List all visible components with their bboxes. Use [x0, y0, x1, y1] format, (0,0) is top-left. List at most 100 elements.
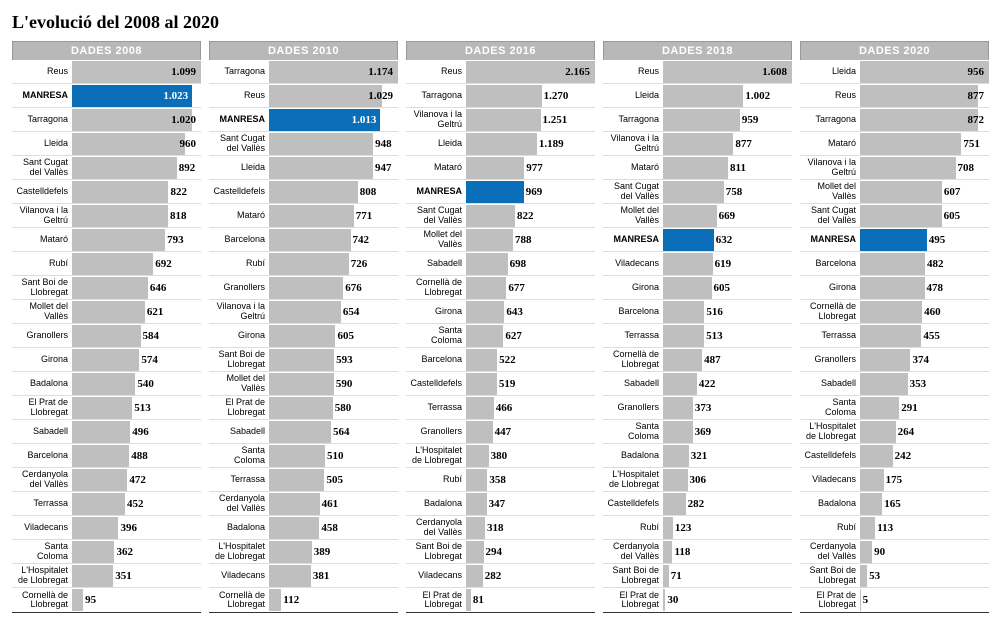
- bar-area: 742: [269, 229, 398, 251]
- row-value: 892: [177, 162, 182, 174]
- bar-row: Vilanova i la Geltrú818: [12, 204, 201, 228]
- row-label: Cornellà de Llobregat: [12, 591, 72, 610]
- bar-area: 353: [860, 373, 989, 395]
- bar-row: Girona643: [406, 300, 595, 324]
- bar-area: 646: [72, 277, 201, 299]
- bar-row: Viladecans 396: [12, 516, 201, 540]
- bar-area: 53: [860, 565, 989, 587]
- bar-row: Mataró 811: [603, 156, 792, 180]
- row-value: 1.013: [350, 114, 381, 126]
- bar-area: 396: [72, 517, 201, 539]
- row-value: 396: [118, 522, 137, 534]
- bar: [72, 469, 127, 491]
- row-value: 369: [693, 426, 712, 438]
- bar-area: 590: [269, 373, 398, 395]
- bar: [466, 301, 504, 323]
- row-value: 294: [484, 546, 503, 558]
- row-label: Mataró: [603, 163, 663, 172]
- row-value: 605: [712, 282, 731, 294]
- bar-row: Sabadell422: [603, 372, 792, 396]
- row-value: 321: [689, 450, 708, 462]
- row-value: 969: [524, 186, 543, 198]
- row-label: El Prat de Llobregat: [800, 591, 860, 610]
- column-header: DADES 2008: [12, 41, 201, 60]
- row-value: 698: [508, 258, 527, 270]
- bar-row: El Prat de Llobregat30: [603, 588, 792, 612]
- bar-row: Barcelona522: [406, 348, 595, 372]
- bar: [860, 469, 884, 491]
- bar: [72, 349, 139, 371]
- row-value: 758: [724, 186, 743, 198]
- bar-row: Sant Cugat del Vallès758: [603, 180, 792, 204]
- row-label: L'Hospitalet de Llobregat: [800, 422, 860, 441]
- bar: [663, 493, 686, 515]
- row-value: 877: [966, 90, 988, 102]
- row-value: 513: [132, 402, 151, 414]
- row-label: Reus: [603, 67, 663, 76]
- bar-area: 574: [72, 349, 201, 371]
- row-label: Vilanova i la Geltrú: [406, 110, 466, 129]
- bar: [466, 109, 541, 131]
- row-label: El Prat de Llobregat: [603, 591, 663, 610]
- bar-area: 389: [269, 541, 398, 563]
- row-value: 811: [728, 162, 746, 174]
- bar-area: 460: [860, 301, 989, 323]
- bar-row: Tarragona1.174: [209, 60, 398, 84]
- row-label: Vilanova i la Geltrú: [12, 206, 72, 225]
- row-label: Rubí: [800, 523, 860, 532]
- bar-area: 788: [466, 229, 595, 251]
- row-label: Lleida: [603, 91, 663, 100]
- row-value: 593: [334, 354, 353, 366]
- bar: [466, 157, 524, 179]
- bar-row: Badalona347: [406, 492, 595, 516]
- row-label: Granollers: [12, 331, 72, 340]
- bar: [269, 181, 358, 203]
- bar-area: 282: [663, 493, 792, 515]
- row-label: Tarragona: [209, 67, 269, 76]
- bar: [466, 373, 497, 395]
- bar-row: Terrassa513: [603, 324, 792, 348]
- row-value: 30: [665, 594, 678, 606]
- bar: [72, 517, 118, 539]
- row-label: Terrassa: [209, 475, 269, 484]
- row-value: 771: [354, 210, 373, 222]
- bar: [269, 493, 320, 515]
- bar-row: Sant Boi de Llobregat646: [12, 276, 201, 300]
- bar: [663, 541, 672, 563]
- bar-area: 374: [860, 349, 989, 371]
- bar-area: 381: [269, 565, 398, 587]
- bar-area: 505: [269, 469, 398, 491]
- row-label: Barcelona: [800, 259, 860, 268]
- row-label: Tarragona: [800, 115, 860, 124]
- row-value: 1.029: [366, 90, 396, 102]
- bar: [466, 253, 508, 275]
- bar-area: 71: [663, 565, 792, 587]
- bar-area: 726: [269, 253, 398, 275]
- bar-area: 948: [269, 133, 398, 155]
- row-label: Girona: [406, 307, 466, 316]
- bar: [72, 445, 129, 467]
- row-label: Girona: [800, 283, 860, 292]
- bar-row: Barcelona742: [209, 228, 398, 252]
- row-label: Viladecans: [12, 523, 72, 532]
- bar-row: Mataró771: [209, 204, 398, 228]
- bar: [72, 541, 114, 563]
- row-label: Sabadell: [209, 427, 269, 436]
- bar: [860, 205, 942, 227]
- bar: [663, 517, 673, 539]
- bar: [269, 229, 351, 251]
- bar: [860, 397, 899, 419]
- row-value: 306: [688, 474, 707, 486]
- bar-row: Reus877: [800, 84, 989, 108]
- bar: [72, 301, 145, 323]
- bar: [466, 229, 513, 251]
- bar-area: 872: [860, 109, 989, 131]
- bar-area: 1.013: [269, 109, 398, 131]
- row-value: 1.023: [161, 90, 192, 102]
- bar-area: 2.165: [466, 61, 595, 83]
- bar-area: 522: [466, 349, 595, 371]
- bar-row: Granollers447: [406, 420, 595, 444]
- row-label: Viladecans: [406, 571, 466, 580]
- row-label: MANRESA: [603, 235, 663, 244]
- bar-row: Sant Cugat del Vallès892: [12, 156, 201, 180]
